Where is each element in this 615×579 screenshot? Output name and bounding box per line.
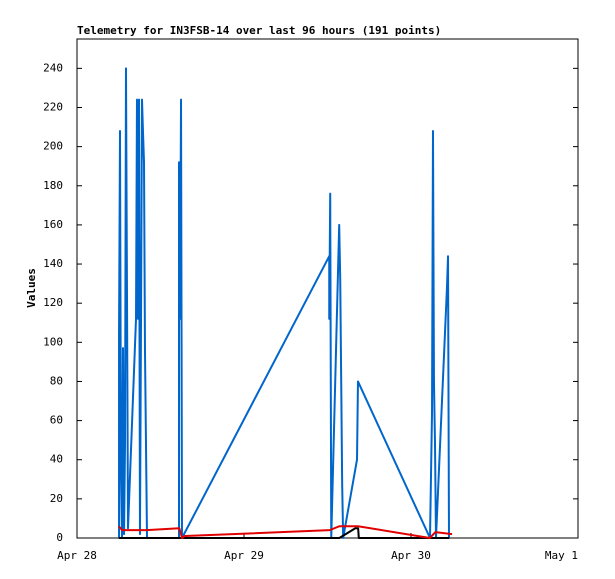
chart-title: Telemetry for IN3FSB-14 over last 96 hou… [77,24,441,37]
y-tick-label: 140 [43,257,63,270]
y-tick-label: 220 [43,100,63,113]
x-tick-label: Apr 30 [391,549,431,562]
x-tick-label: May 1 [545,549,578,562]
y-axis-label: Values [25,268,38,308]
series-line [118,527,450,539]
series-line [118,67,450,539]
y-tick-label: 0 [56,531,63,544]
y-tick-label: 40 [50,453,63,466]
y-tick-label: 80 [50,374,63,387]
y-tick-label: 160 [43,218,63,231]
y-tick-label: 200 [43,140,63,153]
x-tick-label: Apr 29 [224,549,264,562]
x-tick-label: Apr 28 [57,549,97,562]
y-tick-label: 180 [43,179,63,192]
y-tick-label: 20 [50,492,63,505]
y-tick-label: 240 [43,61,63,74]
y-tick-label: 60 [50,414,63,427]
y-tick-label: 120 [43,296,63,309]
series-line [118,525,453,539]
y-tick-label: 100 [43,335,63,348]
